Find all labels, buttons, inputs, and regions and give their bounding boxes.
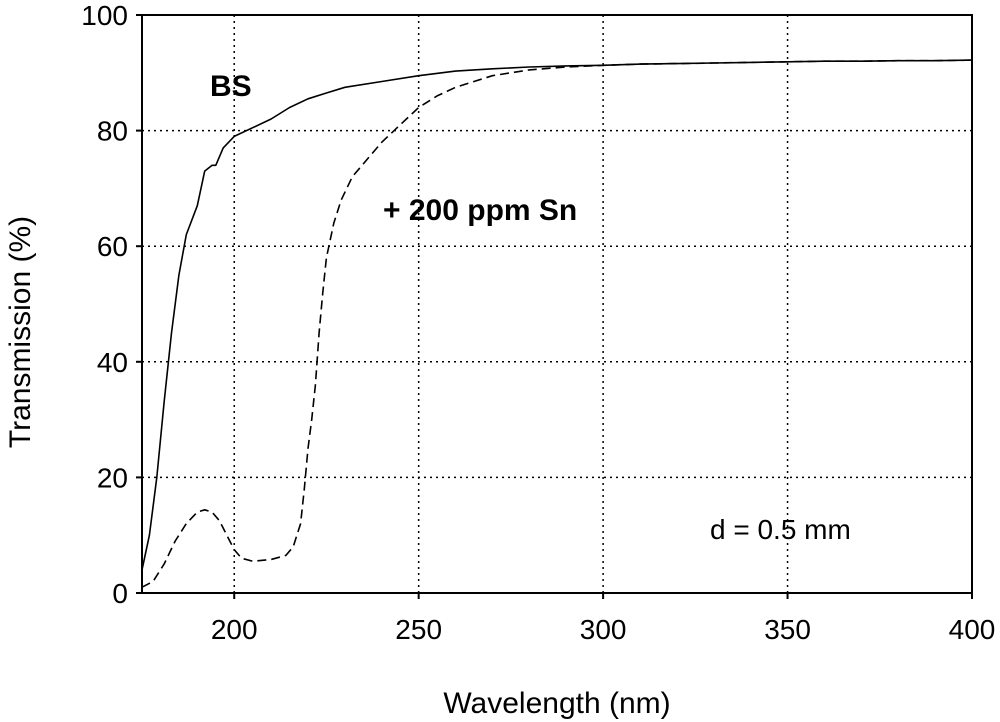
x-axis-label: Wavelength (nm) — [443, 687, 670, 720]
y-tick-label: 60 — [97, 231, 128, 262]
thickness-note: d = 0.5 mm — [710, 514, 851, 545]
series-line-sn — [141, 59, 973, 588]
y-tick-label: 40 — [97, 347, 128, 378]
plot-frame — [141, 14, 973, 594]
x-tick-label: 250 — [395, 614, 442, 645]
x-tick-label: 300 — [580, 614, 627, 645]
grid — [142, 15, 972, 593]
series-label-bs: BS — [210, 70, 252, 103]
series-line-bs — [141, 59, 973, 571]
x-tick-label: 200 — [211, 614, 258, 645]
y-axis-label: Transmission (%) — [4, 216, 37, 448]
ticks: 200 250 300 350 400 0 20 40 60 80 100 — [81, 0, 995, 645]
series-label-sn: + 200 ppm Sn — [383, 194, 577, 227]
y-tick-label: 0 — [112, 578, 128, 609]
x-tick-label: 350 — [764, 614, 811, 645]
y-tick-label: 100 — [81, 0, 128, 31]
y-tick-label: 20 — [97, 462, 128, 493]
series-layer — [141, 59, 973, 588]
y-tick-label: 80 — [97, 116, 128, 147]
x-tick-label: 400 — [949, 614, 996, 645]
